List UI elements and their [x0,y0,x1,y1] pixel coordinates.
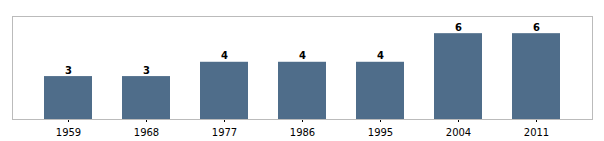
svg-text:2011: 2011 [524,127,549,138]
svg-text:1959: 1959 [56,127,81,138]
svg-text:6: 6 [533,22,540,33]
svg-text:2004: 2004 [446,127,471,138]
svg-text:1995: 1995 [368,127,393,138]
svg-text:1968: 1968 [134,127,159,138]
svg-text:4: 4 [221,50,228,61]
svg-text:1986: 1986 [290,127,315,138]
svg-text:1977: 1977 [212,127,237,138]
svg-text:3: 3 [65,65,72,76]
svg-text:4: 4 [377,50,384,61]
svg-text:6: 6 [455,22,462,33]
svg-text:4: 4 [299,50,306,61]
svg-text:3: 3 [143,65,150,76]
